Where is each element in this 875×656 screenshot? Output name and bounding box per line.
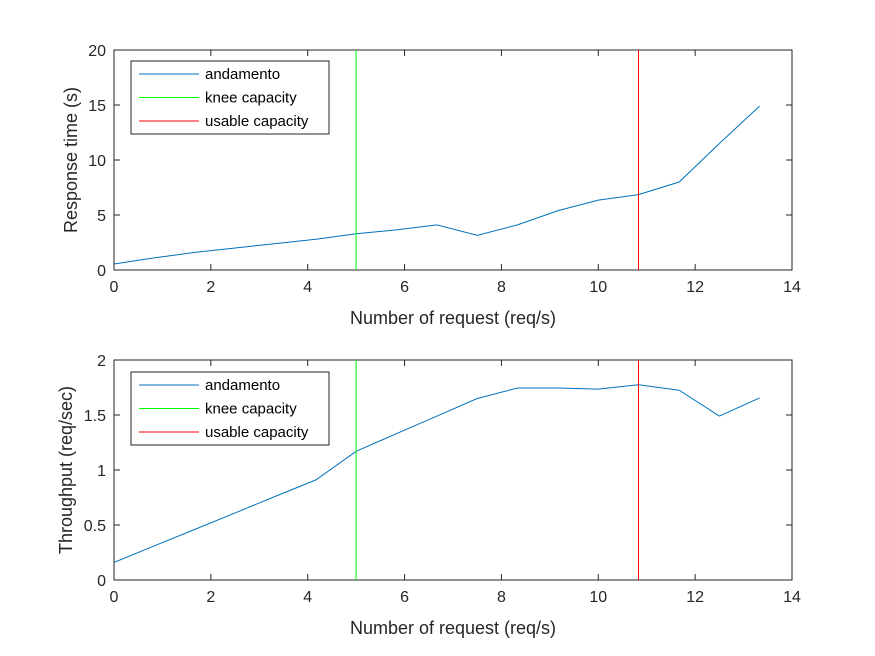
legend-label: knee capacity [205, 90, 297, 107]
x-tick-label: 10 [589, 589, 607, 606]
y-tick-label: 1.5 [84, 408, 106, 425]
x-tick-label: 4 [303, 589, 312, 606]
x-tick-label: 12 [686, 589, 704, 606]
ticks: 0 2 4 6 8 10 12 14 0 5 10 15 20 [88, 43, 801, 296]
y-tick-label: 1 [97, 463, 106, 480]
y-tick-label: 2 [97, 353, 106, 370]
x-tick-label: 6 [400, 589, 409, 606]
series-line-andamento [113, 384, 760, 563]
legend: andamento knee capacity usable capacity [130, 60, 330, 135]
series-line-andamento [113, 105, 760, 265]
x-tick-label: 8 [497, 589, 506, 606]
y-tick-label: 5 [97, 208, 106, 225]
x-tick-label: 0 [110, 279, 119, 296]
legend-label: usable capacity [205, 424, 309, 441]
x-axis-title: Number of request (req/s) [350, 618, 556, 638]
y-tick-label: 0.5 [84, 518, 106, 535]
y-tick-label: 20 [88, 43, 106, 60]
x-tick-label: 14 [783, 279, 801, 296]
x-tick-label: 2 [206, 279, 215, 296]
x-tick-label: 2 [206, 589, 215, 606]
x-tick-label: 6 [400, 279, 409, 296]
y-tick-label: 15 [88, 98, 106, 115]
y-tick-label: 0 [97, 263, 106, 280]
y-tick-label: 0 [97, 573, 106, 590]
legend-label: knee capacity [205, 401, 297, 418]
y-axis-title: Throughput (req/sec) [56, 386, 76, 554]
x-tick-label: 10 [589, 279, 607, 296]
legend: andamento knee capacity usable capacity [130, 371, 330, 446]
x-tick-label: 8 [497, 279, 506, 296]
y-axis-title: Response time (s) [61, 87, 81, 233]
legend-label: andamento [205, 377, 280, 394]
response-time-chart: 0 2 4 6 8 10 12 14 0 5 10 15 20 Number of request (r… [61, 43, 801, 328]
plot-lines [113, 50, 760, 270]
x-tick-label: 14 [783, 589, 801, 606]
y-tick-label: 10 [88, 153, 106, 170]
x-tick-label: 4 [303, 279, 312, 296]
x-axis-title: Number of request (req/s) [350, 308, 556, 328]
legend-label: usable capacity [205, 113, 309, 130]
x-tick-label: 12 [686, 279, 704, 296]
legend-label: andamento [205, 66, 280, 83]
x-tick-label: 0 [110, 589, 119, 606]
throughput-chart: 0 2 4 6 8 10 12 14 0 0.5 1 1.5 2 Number of request (… [56, 353, 801, 638]
plot-lines [113, 360, 760, 580]
ticks: 0 2 4 6 8 10 12 14 0 0.5 1 1.5 2 [84, 353, 801, 606]
